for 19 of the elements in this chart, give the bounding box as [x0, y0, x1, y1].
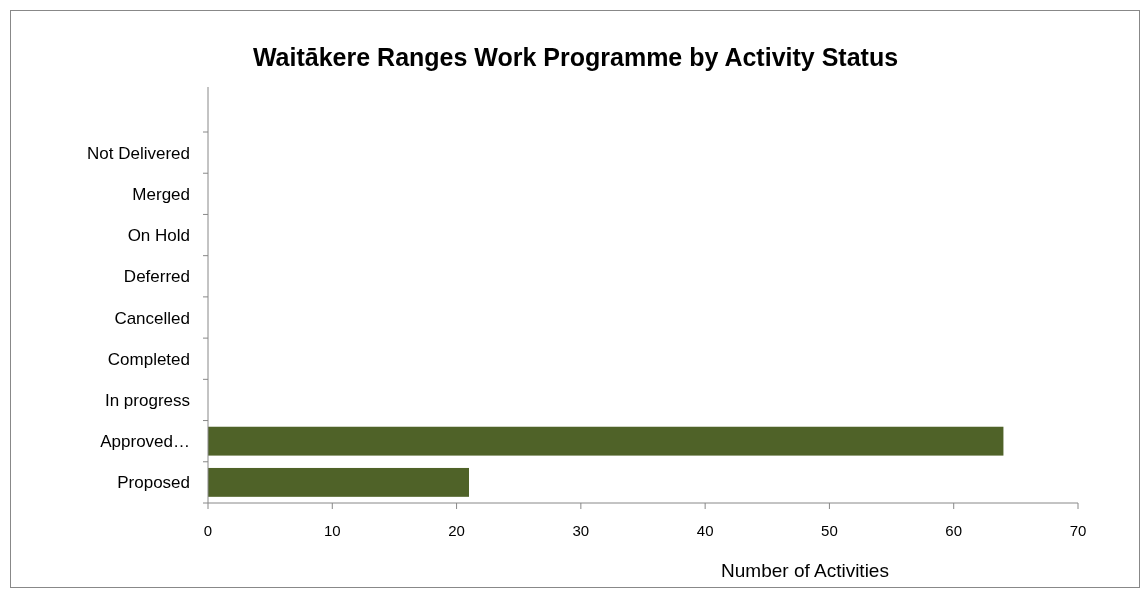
x-tick-label: 0 — [203, 522, 213, 539]
y-tick-label: Proposed — [117, 473, 190, 493]
y-tick-label: Deferred — [123, 267, 190, 287]
x-tick-label: 70 — [1069, 522, 1087, 539]
y-tick-label: Merged — [132, 184, 190, 204]
x-tick-label: 30 — [572, 522, 590, 539]
x-tick-label: 40 — [696, 522, 714, 539]
chart-title: Waitākere Ranges Work Programme by Activity Status — [252, 43, 899, 71]
y-tick-label: Approved… — [100, 432, 190, 452]
y-tick-label: In progress — [104, 390, 190, 410]
x-tick-label: 60 — [945, 522, 963, 539]
x-tick-label: 50 — [821, 522, 838, 539]
y-tick-label: Cancelled — [114, 308, 190, 328]
x-tick-label: 10 — [323, 522, 341, 539]
x-tick-label: 20 — [448, 522, 465, 539]
y-tick-label: Not Delivered — [87, 143, 190, 163]
y-tick-label: Completed — [107, 349, 190, 369]
y-tick-label: On Hold — [127, 226, 190, 246]
x-axis-title: Number of Activities — [721, 560, 889, 581]
